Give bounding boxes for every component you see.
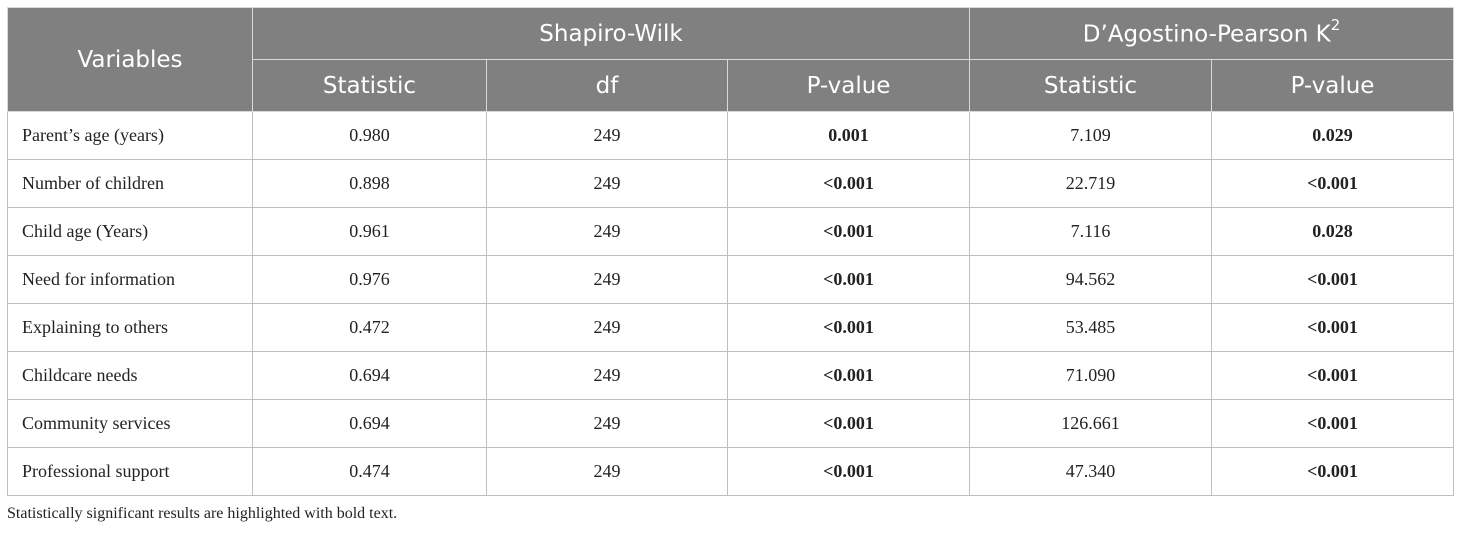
cell-sw-statistic: 0.961 [252, 207, 487, 256]
cell-dp-pvalue: <0.001 [1210, 399, 1455, 448]
normality-test-table: Variables Shapiro-Wilk D’Agostino-Pearso… [7, 7, 1455, 496]
table-row: Number of children 0.898 249 <0.001 22.7… [7, 159, 1455, 208]
table-row: Child age (Years) 0.961 249 <0.001 7.116… [7, 207, 1455, 256]
header-dagostino-pearson-superscript: 2 [1330, 16, 1341, 35]
table-body: Parent’s age (years) 0.980 249 0.001 7.1… [7, 111, 1455, 496]
cell-sw-statistic: 0.980 [252, 111, 487, 160]
table-row: Childcare needs 0.694 249 <0.001 71.090 … [7, 351, 1455, 400]
header-dp-pvalue: P-value [1210, 59, 1455, 112]
cell-sw-pvalue: <0.001 [727, 351, 970, 400]
table-row: Need for information 0.976 249 <0.001 94… [7, 255, 1455, 304]
cell-dp-statistic: 47.340 [969, 447, 1212, 496]
cell-sw-statistic: 0.474 [252, 447, 487, 496]
header-row-groups: Variables Shapiro-Wilk D’Agostino-Pearso… [7, 7, 1455, 112]
table-row: Parent’s age (years) 0.980 249 0.001 7.1… [7, 111, 1455, 160]
cell-sw-pvalue: <0.001 [727, 399, 970, 448]
cell-dp-statistic: 126.661 [969, 399, 1212, 448]
cell-sw-statistic: 0.694 [252, 351, 487, 400]
cell-variable: Parent’s age (years) [7, 111, 253, 160]
cell-dp-statistic: 7.116 [969, 207, 1212, 256]
header-dagostino-pearson: D’Agostino-Pearson K2 [968, 7, 1455, 60]
cell-sw-pvalue: <0.001 [727, 447, 970, 496]
table-row: Explaining to others 0.472 249 <0.001 53… [7, 303, 1455, 352]
cell-variable: Childcare needs [7, 351, 253, 400]
header-sw-df: df [486, 59, 728, 112]
cell-df: 249 [486, 255, 728, 304]
cell-dp-statistic: 94.562 [969, 255, 1212, 304]
cell-sw-pvalue: <0.001 [727, 159, 970, 208]
cell-df: 249 [486, 303, 728, 352]
cell-dp-statistic: 71.090 [969, 351, 1212, 400]
cell-variable: Need for information [7, 255, 253, 304]
cell-sw-pvalue: <0.001 [727, 255, 970, 304]
cell-df: 249 [486, 399, 728, 448]
cell-sw-statistic: 0.976 [252, 255, 487, 304]
cell-dp-pvalue: <0.001 [1210, 159, 1455, 208]
cell-sw-pvalue: <0.001 [727, 303, 970, 352]
header-variables: Variables [7, 7, 253, 112]
cell-df: 249 [486, 447, 728, 496]
cell-sw-statistic: 0.694 [252, 399, 487, 448]
header-dp-statistic: Statistic [969, 59, 1212, 112]
header-sw-pvalue: P-value [727, 59, 970, 112]
cell-dp-statistic: 53.485 [969, 303, 1212, 352]
table-row: Professional support 0.474 249 <0.001 47… [7, 447, 1455, 496]
table-footnote: Statistically significant results are hi… [7, 505, 398, 522]
cell-dp-pvalue: <0.001 [1210, 447, 1455, 496]
cell-sw-pvalue: <0.001 [727, 207, 970, 256]
cell-df: 249 [486, 111, 728, 160]
header-shapiro-wilk: Shapiro-Wilk [252, 7, 970, 60]
cell-variable: Professional support [7, 447, 253, 496]
cell-sw-pvalue: 0.001 [727, 111, 970, 160]
cell-dp-pvalue: <0.001 [1210, 255, 1455, 304]
table-row: Community services 0.694 249 <0.001 126.… [7, 399, 1455, 448]
cell-sw-statistic: 0.898 [252, 159, 487, 208]
header-row-subcolumns: Statistic df P-value Statistic P-value [8, 59, 1455, 112]
normality-table-container: Variables Shapiro-Wilk D’Agostino-Pearso… [7, 7, 1455, 496]
cell-variable: Community services [7, 399, 253, 448]
header-dagostino-pearson-text: D’Agostino-Pearson K [1082, 21, 1331, 48]
cell-dp-statistic: 22.719 [969, 159, 1212, 208]
table-header: Variables Shapiro-Wilk D’Agostino-Pearso… [7, 7, 1455, 112]
cell-df: 249 [486, 207, 728, 256]
header-sw-statistic: Statistic [252, 59, 487, 112]
cell-df: 249 [486, 351, 728, 400]
cell-variable: Number of children [7, 159, 253, 208]
cell-dp-statistic: 7.109 [969, 111, 1212, 160]
cell-df: 249 [486, 159, 728, 208]
cell-variable: Explaining to others [7, 303, 253, 352]
cell-variable: Child age (Years) [7, 207, 253, 256]
cell-dp-pvalue: <0.001 [1210, 303, 1455, 352]
cell-dp-pvalue: <0.001 [1210, 351, 1455, 400]
cell-dp-pvalue: 0.028 [1210, 207, 1455, 256]
cell-sw-statistic: 0.472 [252, 303, 487, 352]
cell-dp-pvalue: 0.029 [1210, 111, 1455, 160]
